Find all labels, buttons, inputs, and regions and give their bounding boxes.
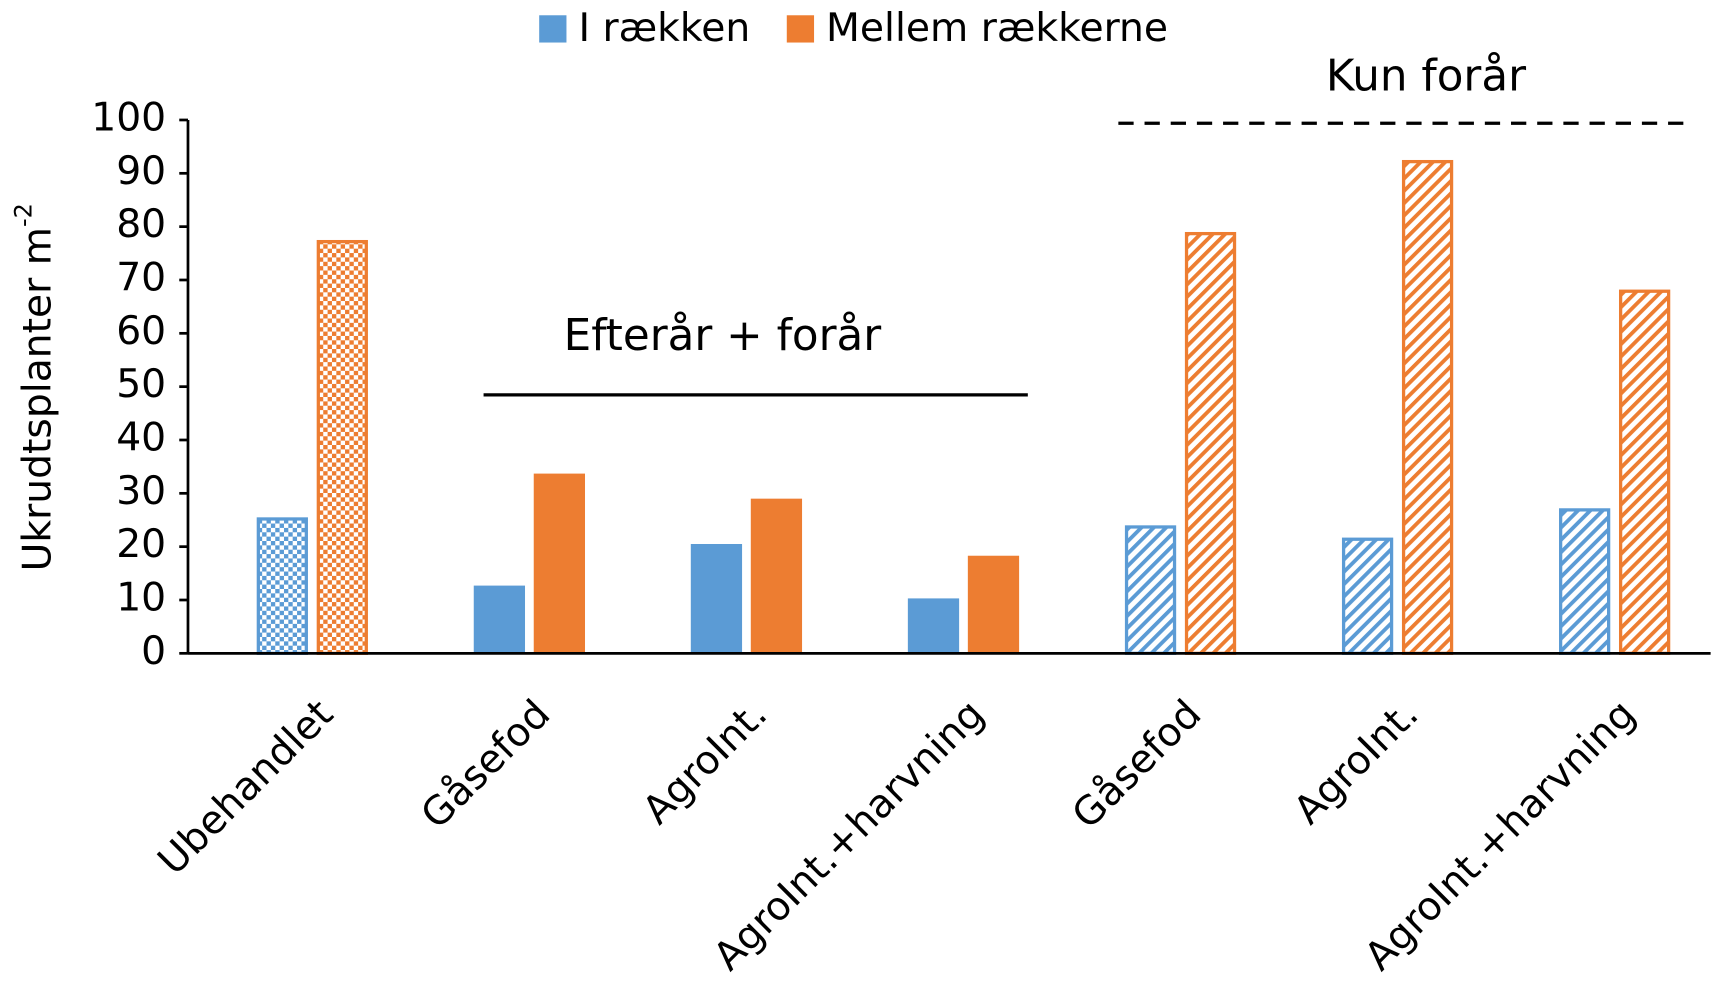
x-tick-label: Gåsefod [1064, 692, 1210, 838]
y-label-superscript: -2 [9, 203, 37, 227]
y-tick-label: 10 [116, 575, 166, 620]
y-axis-label: Ukrudtsplanter m-2 [9, 203, 60, 571]
bar [473, 585, 526, 654]
bar [907, 598, 960, 654]
y-tick-label: 60 [116, 309, 166, 354]
bar [750, 498, 803, 654]
y-tick-label: 50 [116, 362, 166, 407]
x-tick-label: Ubehandlet [150, 692, 342, 884]
legend-label: I rækken [578, 6, 750, 51]
bar [1341, 537, 1394, 655]
y-tick-label: 70 [116, 255, 166, 300]
x-tick-label: Gåsefod [413, 692, 559, 838]
bar [1184, 231, 1237, 655]
bar [1618, 289, 1671, 655]
bar [1559, 508, 1611, 655]
bar [1124, 525, 1177, 655]
y-tick-label: 20 [116, 522, 166, 567]
bar [256, 517, 308, 655]
bar [690, 543, 743, 654]
y-tick-label: 0 [141, 629, 166, 674]
bar [967, 555, 1020, 654]
legend-label: Mellem rækkerne [826, 6, 1168, 51]
x-tick-label: AgroInt. [1286, 692, 1428, 834]
annotation-text: Kun forår [1326, 52, 1526, 102]
legend-swatch [786, 15, 815, 43]
legend-swatch [539, 15, 567, 43]
bar [533, 473, 586, 654]
bar [316, 239, 368, 655]
y-tick-label: 90 [116, 149, 166, 194]
bar [1401, 159, 1454, 655]
y-tick-label: 80 [116, 202, 166, 247]
x-tick-label: AgroInt. [635, 692, 777, 834]
y-label-text: Ukrudtsplanter m [15, 227, 60, 571]
y-tick-label: 40 [116, 415, 166, 460]
annotation-text: Efterår + forår [564, 311, 882, 361]
y-tick-label: 100 [91, 95, 166, 140]
y-tick-label: 30 [116, 469, 166, 514]
